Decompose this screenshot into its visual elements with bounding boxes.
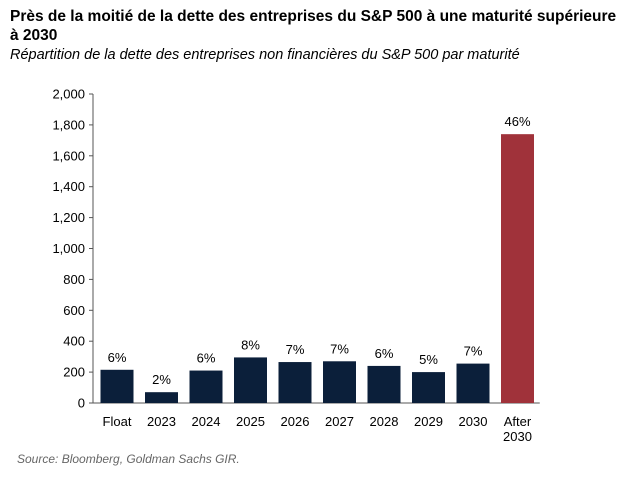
category-label: 2030 [459, 414, 488, 429]
category-label: 2027 [325, 414, 354, 429]
category-label: 2029 [414, 414, 443, 429]
data-label: 5% [419, 352, 438, 367]
data-label: 6% [108, 350, 127, 365]
data-label: 7% [330, 341, 349, 356]
data-label: 7% [286, 342, 305, 357]
data-label: 2% [152, 372, 171, 387]
category-label: 2026 [281, 414, 310, 429]
category-label: 2023 [147, 414, 176, 429]
bar [412, 372, 445, 403]
chart-subtitle: Répartition de la dette des entreprises … [10, 47, 520, 63]
bar [501, 134, 534, 404]
y-tick-label: 1,600 [52, 148, 85, 163]
y-tick-label: 800 [63, 272, 85, 287]
category-label: 2024 [192, 414, 221, 429]
bar [278, 362, 312, 403]
y-tick-label: 0 [78, 396, 85, 411]
data-label: 46% [504, 114, 530, 129]
bar [367, 365, 401, 403]
source-note: Source: Bloomberg, Goldman Sachs GIR. [17, 452, 240, 466]
y-tick-label: 200 [63, 365, 85, 380]
category-label: 2025 [236, 414, 265, 429]
bar [234, 357, 267, 403]
y-tick-label: 1,200 [52, 210, 85, 225]
bar [100, 369, 134, 403]
data-label: 6% [375, 346, 394, 361]
y-tick-label: 600 [63, 303, 85, 318]
y-tick-label: 2,000 [52, 87, 85, 102]
chart-title: Près de la moitié de la dette des entrep… [10, 8, 617, 44]
y-tick-label: 1,400 [52, 179, 85, 194]
category-label: Float [103, 414, 132, 429]
bar [456, 363, 490, 403]
bar [323, 361, 356, 403]
category-label: After [504, 414, 532, 429]
y-tick-label: 1,800 [52, 117, 85, 132]
data-label: 7% [464, 344, 483, 359]
y-tick-label: 400 [63, 334, 85, 349]
data-label: 8% [241, 337, 260, 352]
y-tick-label: 1,000 [52, 241, 85, 256]
data-label: 6% [197, 351, 216, 366]
bar [145, 392, 178, 403]
category-label: 2028 [370, 414, 399, 429]
category-label: 2030 [503, 429, 532, 444]
bar [189, 370, 223, 403]
